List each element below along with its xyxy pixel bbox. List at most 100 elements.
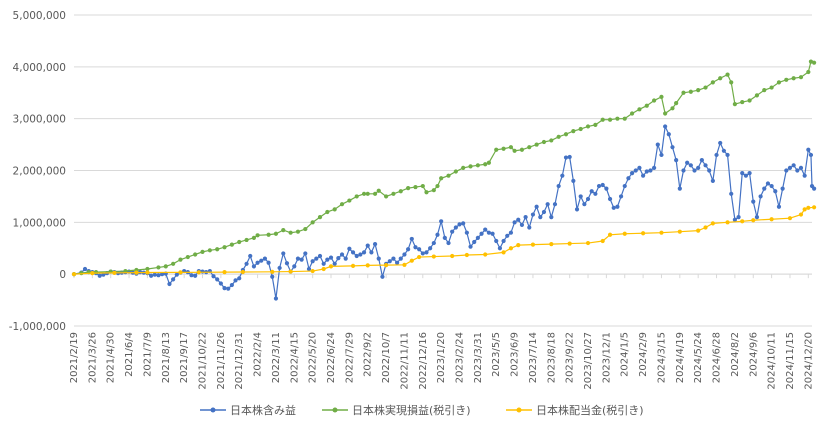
data-point xyxy=(435,232,440,237)
data-point xyxy=(156,265,161,270)
data-point xyxy=(530,242,536,247)
data-point xyxy=(468,164,473,169)
data-point xyxy=(527,225,532,230)
data-point xyxy=(332,261,337,266)
data-point xyxy=(600,238,605,244)
data-point xyxy=(178,270,183,275)
y-tick-label: 2,000,000 xyxy=(13,166,66,178)
data-point xyxy=(417,254,422,260)
data-point xyxy=(629,170,635,176)
data-point xyxy=(402,262,407,267)
data-point xyxy=(787,216,793,221)
data-point xyxy=(751,199,756,204)
data-point xyxy=(762,88,767,93)
data-point xyxy=(626,176,631,181)
y-tick-label: 4,000,000 xyxy=(13,62,66,74)
data-point xyxy=(383,262,389,268)
x-tick-label: 2023/3/31 xyxy=(473,332,484,383)
data-point xyxy=(464,230,469,235)
data-point xyxy=(431,254,436,259)
data-point xyxy=(365,191,370,196)
data-point xyxy=(306,266,312,272)
data-point xyxy=(578,126,583,132)
data-point xyxy=(380,274,385,279)
data-point xyxy=(270,269,275,274)
data-point xyxy=(273,231,279,236)
x-tick-label: 2024/9/6 xyxy=(748,332,759,377)
data-point xyxy=(798,75,804,80)
data-point xyxy=(758,194,763,199)
data-point xyxy=(325,257,330,262)
data-point xyxy=(372,242,378,247)
data-point xyxy=(413,245,418,250)
data-point xyxy=(622,231,627,236)
data-point xyxy=(589,189,594,194)
data-point xyxy=(446,240,451,246)
legend: 日本株含み益 日本株実現損益(税引き) 日本株配当金(税引き) xyxy=(200,403,644,417)
data-point xyxy=(376,256,381,261)
data-point xyxy=(233,278,238,283)
data-point xyxy=(266,260,271,265)
series-line xyxy=(73,206,815,275)
data-point xyxy=(490,231,495,236)
data-point xyxy=(207,248,212,253)
data-point xyxy=(574,207,580,212)
data-point xyxy=(314,256,319,261)
x-tick-label: 2021/12/31 xyxy=(234,332,245,390)
data-point xyxy=(806,69,811,75)
data-point xyxy=(696,165,701,171)
data-point xyxy=(710,80,715,85)
data-point xyxy=(519,222,525,228)
data-point xyxy=(328,264,334,269)
data-point xyxy=(787,165,793,171)
data-point xyxy=(769,217,774,222)
x-tick-label: 2024/1/5 xyxy=(620,332,631,377)
data-point xyxy=(765,181,771,186)
y-tick-label: 0 xyxy=(59,269,66,281)
data-point xyxy=(740,219,745,224)
data-point xyxy=(703,85,708,90)
x-tick-label: 2022/2/4 xyxy=(253,332,264,377)
data-point xyxy=(512,148,517,153)
data-point xyxy=(295,256,301,261)
data-point xyxy=(483,252,488,257)
x-tick-label: 2024/12/20 xyxy=(803,332,814,390)
data-point xyxy=(193,252,198,257)
x-axis: 2021/2/19 2021/3/26 2021/4/30 2021/6/4 2021/… xyxy=(69,273,814,390)
data-point xyxy=(361,191,367,196)
data-point xyxy=(652,98,657,103)
data-point xyxy=(237,239,242,245)
x-tick-label: 2022/7/29 xyxy=(344,332,355,383)
data-point xyxy=(215,247,220,252)
data-point xyxy=(674,158,679,163)
data-point xyxy=(435,183,440,189)
data-point xyxy=(174,272,179,277)
data-point xyxy=(472,239,477,245)
data-point xyxy=(607,117,613,122)
data-point xyxy=(494,238,499,244)
data-point xyxy=(409,258,414,263)
data-point xyxy=(336,255,341,261)
data-point xyxy=(663,124,668,129)
legend-item: 日本株含み益 xyxy=(200,403,296,417)
data-point xyxy=(369,250,374,255)
data-point xyxy=(292,264,297,269)
data-point xyxy=(424,250,429,255)
data-point xyxy=(541,209,547,215)
x-tick-label: 2021/8/13 xyxy=(161,332,172,383)
x-tick-label: 2021/3/26 xyxy=(87,332,98,383)
data-point xyxy=(663,111,668,116)
data-point xyxy=(189,273,194,278)
x-tick-label: 2022/12/16 xyxy=(418,332,429,390)
data-point xyxy=(483,227,488,232)
x-tick-label: 2024/2/9 xyxy=(638,332,649,377)
data-point xyxy=(431,240,436,246)
data-point xyxy=(464,252,469,258)
data-point xyxy=(420,183,425,189)
data-point xyxy=(387,259,392,264)
data-point xyxy=(365,243,370,248)
series-3 xyxy=(71,205,817,277)
x-tick-label: 2024/10/11 xyxy=(767,332,778,390)
data-point xyxy=(600,182,605,188)
data-point xyxy=(321,266,326,272)
